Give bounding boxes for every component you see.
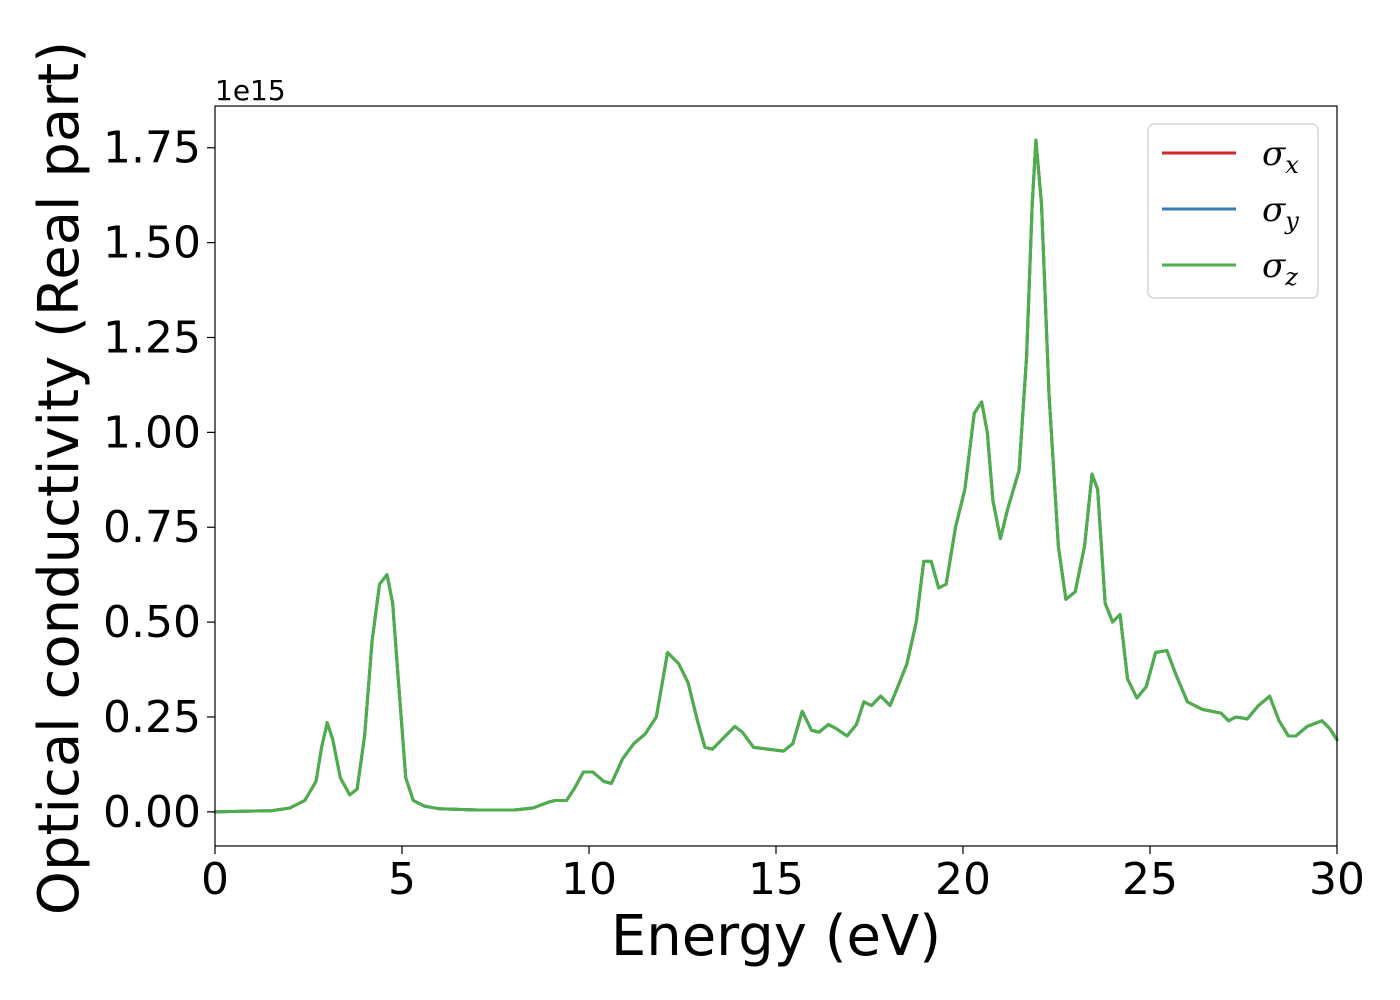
y-tick-label: 1.00 [103, 407, 201, 458]
series-layer [213, 138, 1339, 814]
x-axis-label: Energy (eV) [611, 904, 941, 969]
legend-items: σx σy σz [1162, 134, 1299, 291]
y-tick-label: 0.50 [103, 597, 201, 648]
legend-label-y: σy [1262, 190, 1299, 235]
legend-label-z: σz [1262, 246, 1298, 291]
x-tick-label: 10 [561, 854, 617, 905]
x-tick-label: 0 [201, 854, 229, 905]
legend-box [1147, 123, 1319, 299]
x-tick-label: 25 [1122, 854, 1178, 905]
y-tick-label: 0.00 [103, 787, 201, 838]
x-axis-ticks: 0 5 10 15 20 25 30 [201, 846, 1365, 905]
x-tick-label: 15 [748, 854, 804, 905]
x-tick-label: 30 [1309, 854, 1365, 905]
y-axis-label: Optical conductivity (Real part) [27, 41, 92, 915]
legend: σx σy σz [1147, 123, 1319, 299]
y-axis-ticks: 0.00 0.25 0.50 0.75 1.00 1.25 1.50 1.75 [103, 123, 215, 838]
y-tick-label: 1.25 [103, 312, 201, 363]
x-tick-label: 20 [935, 854, 991, 905]
series-line-z [213, 138, 1339, 814]
y-tick-label: 1.50 [103, 218, 201, 269]
y-tick-label: 1.75 [103, 123, 201, 174]
legend-label-x: σx [1262, 134, 1299, 179]
y-offset-label: 1e15 [215, 74, 286, 107]
y-tick-label: 0.25 [103, 692, 201, 743]
y-tick-label: 0.75 [103, 502, 201, 553]
x-tick-label: 5 [388, 854, 416, 905]
